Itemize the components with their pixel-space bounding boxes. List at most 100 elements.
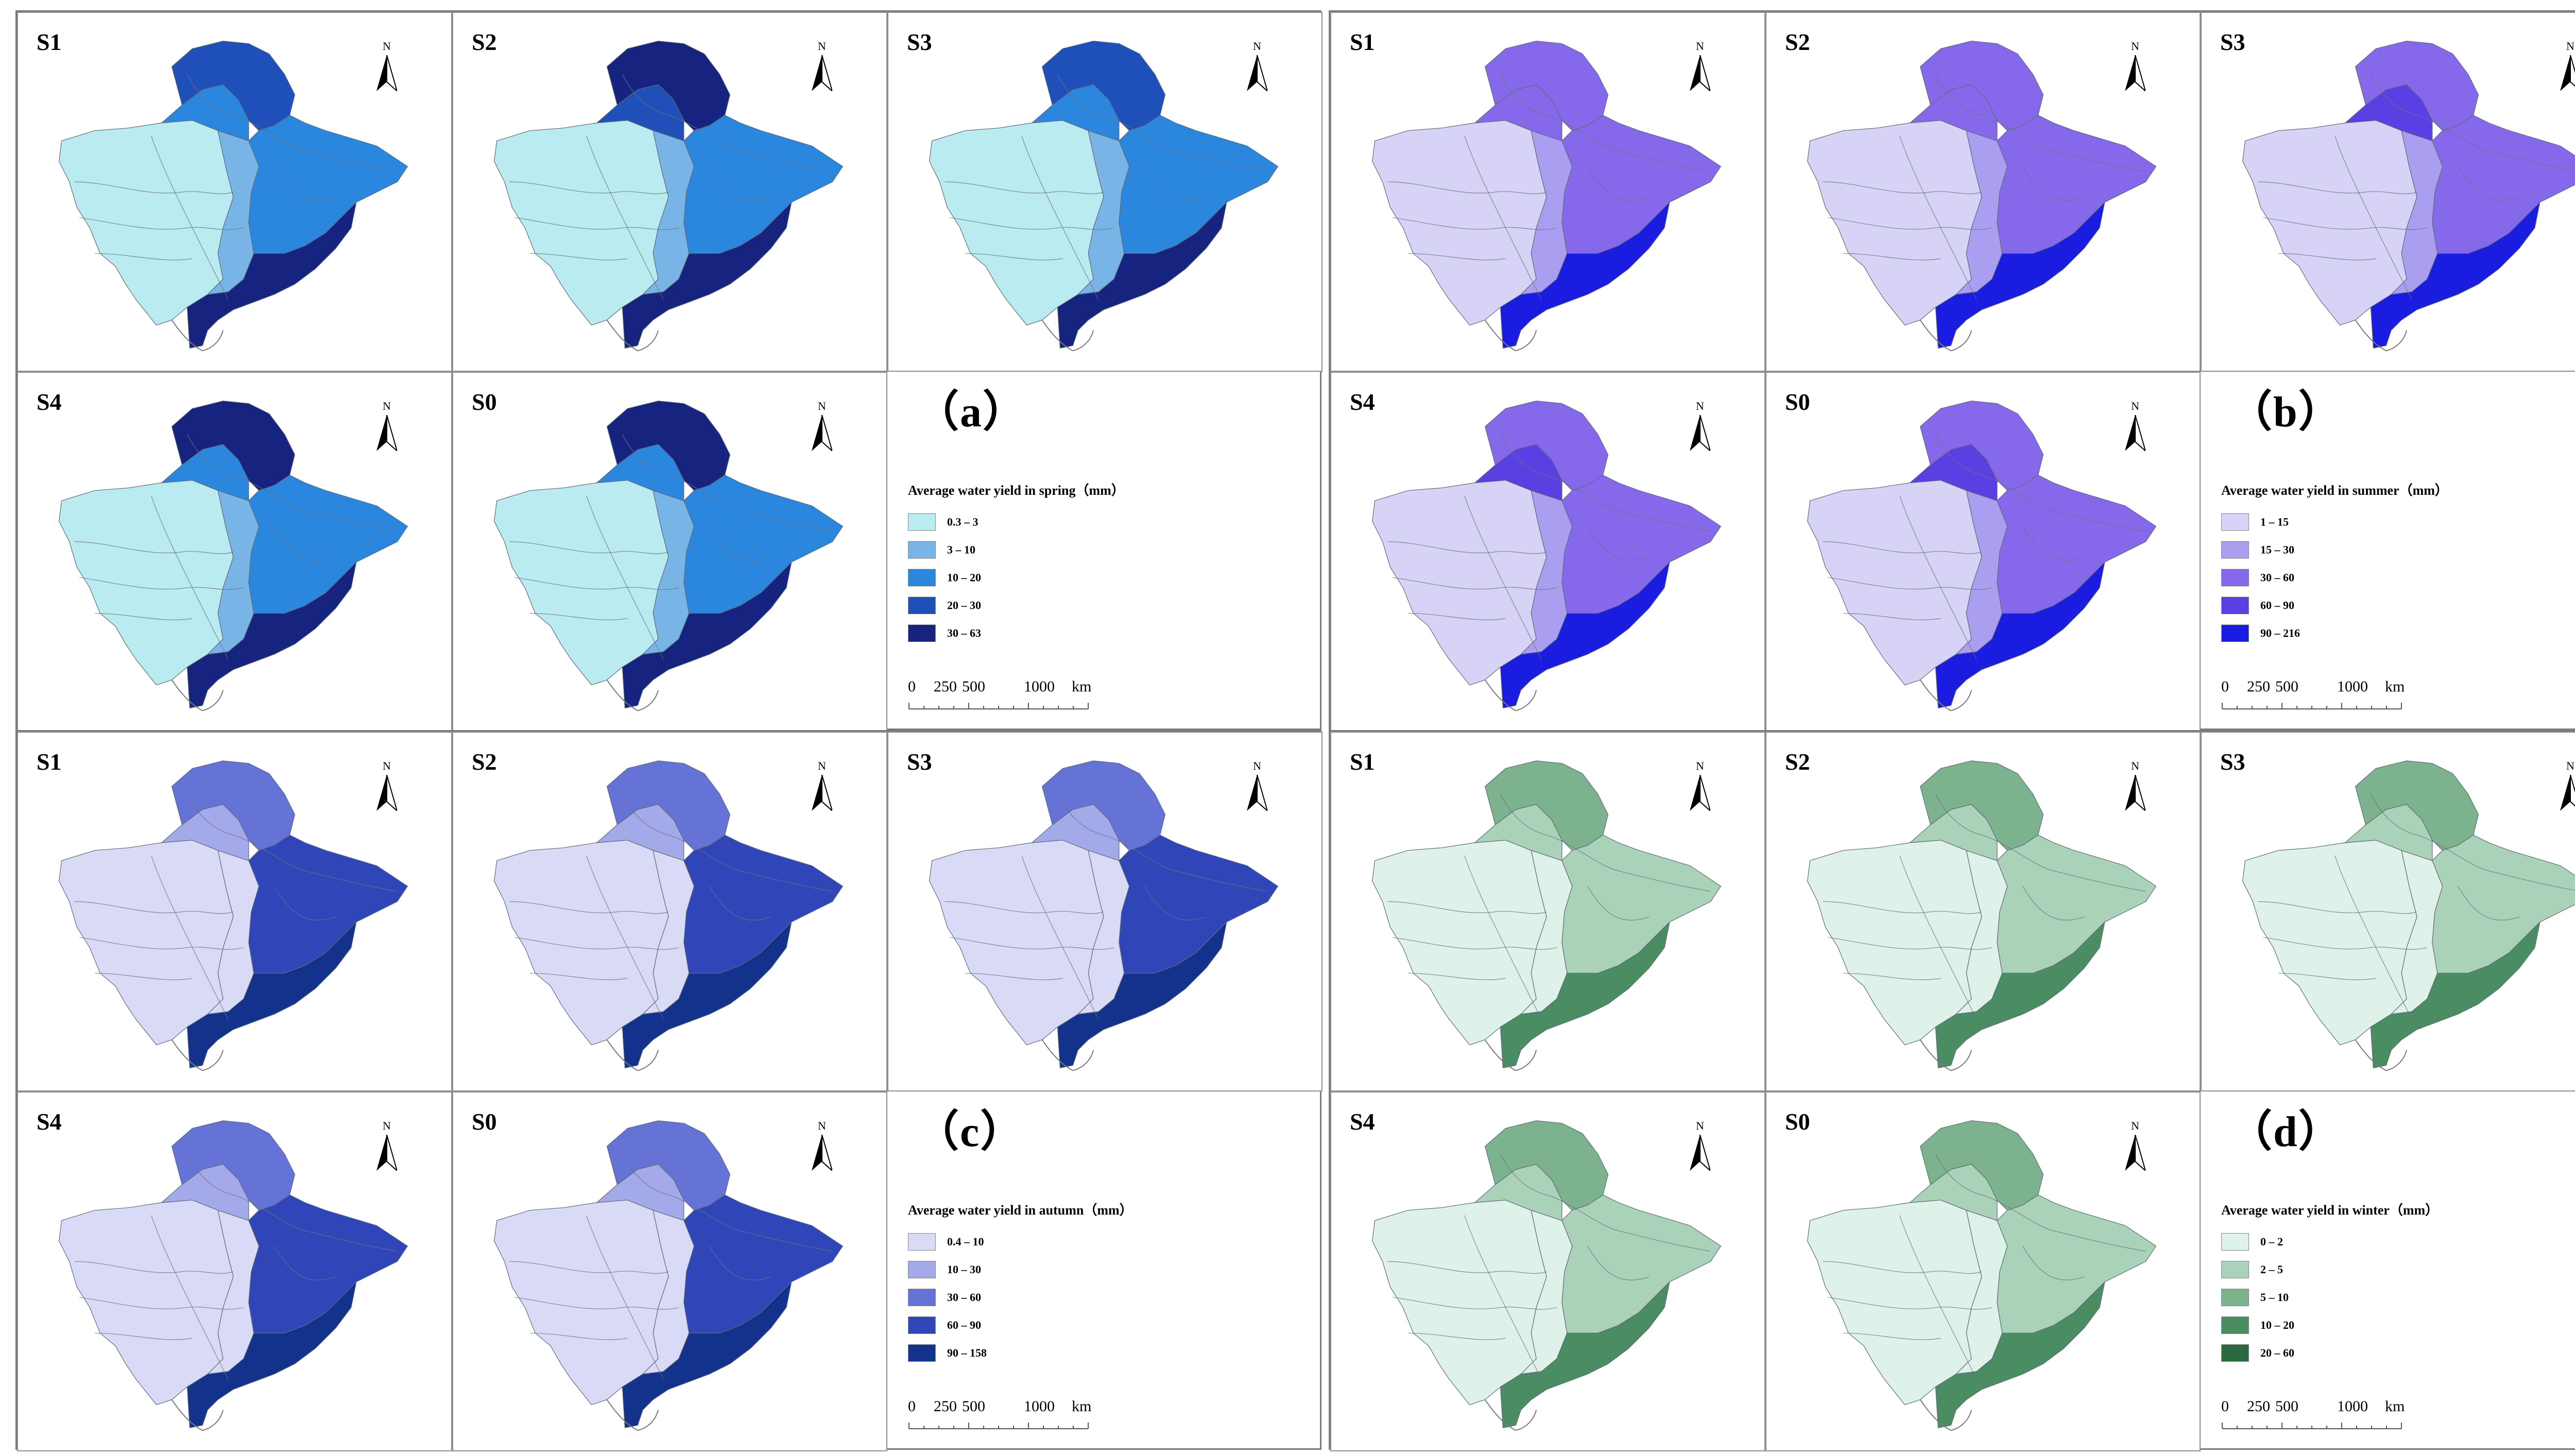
scenario-label: S1 bbox=[1350, 29, 1375, 55]
river-line bbox=[1843, 973, 1941, 980]
river-line bbox=[509, 541, 669, 554]
legend-swatch bbox=[908, 1316, 936, 1334]
legend-item: 30 – 63 bbox=[908, 619, 981, 647]
river-line bbox=[274, 1245, 336, 1280]
river-line bbox=[622, 794, 833, 892]
legend-item: 20 – 30 bbox=[908, 592, 981, 619]
coastline bbox=[1919, 680, 1972, 712]
river-line bbox=[1843, 613, 1941, 620]
river-line bbox=[274, 166, 336, 201]
legend-item: 30 – 60 bbox=[908, 1284, 987, 1311]
zone-southeast bbox=[186, 1281, 357, 1428]
scale-tick-label: 0 bbox=[2221, 678, 2229, 695]
north-arrow-icon: N bbox=[1242, 40, 1273, 96]
panel-a: S1 N S2 N S3 N S4 N S0 N （a） Average water yield in… bbox=[15, 10, 1323, 732]
river-line bbox=[1393, 577, 1557, 590]
river-line bbox=[2022, 166, 2085, 201]
river-line bbox=[1021, 855, 1099, 1020]
river-line bbox=[1021, 135, 1099, 300]
coastline bbox=[171, 1399, 224, 1431]
scale-tick-label: 250 bbox=[2247, 678, 2270, 695]
legend-b: （b） Average water yield in summer（mm） 1 – … bbox=[2201, 372, 2575, 729]
north-label: N bbox=[2566, 759, 2574, 772]
coastline bbox=[1484, 1399, 1537, 1431]
river-line bbox=[186, 74, 398, 172]
river-line bbox=[151, 1215, 229, 1380]
north-arrow-icon: N bbox=[806, 1119, 837, 1176]
legend-item: 10 – 20 bbox=[2221, 1311, 2294, 1339]
scale-unit: km bbox=[1072, 1398, 1092, 1415]
river-line bbox=[1393, 937, 1557, 950]
legend-range-label: 10 – 20 bbox=[947, 571, 981, 584]
river-line bbox=[950, 937, 1114, 950]
map-a-s3: S3 N bbox=[887, 12, 1323, 372]
coastline bbox=[1041, 320, 1094, 352]
legend-swatch bbox=[908, 1261, 936, 1278]
legend-swatch bbox=[908, 541, 936, 559]
north-label: N bbox=[383, 400, 391, 412]
north-arrow-icon: N bbox=[1242, 759, 1273, 816]
legend-item: 5 – 10 bbox=[2221, 1284, 2294, 1311]
river-line bbox=[2263, 217, 2428, 230]
map-c-s1: S1 N bbox=[17, 732, 452, 1091]
panel-d: S1 N S2 N S3 N S4 N S0 N （d） Average water yield in… bbox=[1329, 730, 2575, 1451]
river-line bbox=[1393, 217, 1557, 230]
legend-item: 2 – 5 bbox=[2221, 1256, 2294, 1284]
river-line bbox=[2022, 526, 2085, 561]
map-d-s1: S1 N bbox=[1330, 732, 1765, 1091]
river-line bbox=[1823, 541, 1982, 554]
legend-swatch bbox=[908, 1233, 936, 1251]
zone-southeast bbox=[186, 921, 357, 1068]
coastline bbox=[1919, 320, 1972, 352]
river-line bbox=[1587, 1245, 1650, 1280]
river-line bbox=[74, 541, 234, 554]
scenario-label: S1 bbox=[37, 29, 62, 55]
legend-items: 0 – 2 2 – 5 5 – 10 10 – 20 20 – 60 bbox=[2221, 1228, 2294, 1367]
region-map bbox=[59, 1120, 408, 1431]
zone-southeast bbox=[2370, 921, 2540, 1068]
map-c-s3: S3 N bbox=[887, 732, 1323, 1091]
region-map bbox=[929, 41, 1279, 352]
zone-southeast bbox=[1500, 201, 1670, 349]
map-d-s3: S3 N bbox=[2201, 732, 2575, 1091]
north-label: N bbox=[2566, 40, 2574, 53]
river-line bbox=[1935, 1154, 2146, 1252]
legend-item: 60 – 90 bbox=[2221, 592, 2300, 619]
river-line bbox=[1587, 886, 1650, 921]
scale-unit: km bbox=[1072, 678, 1092, 695]
scale-tick-label: 1000 bbox=[2337, 1398, 2368, 1415]
legend-swatch bbox=[2221, 597, 2249, 614]
legend-swatch bbox=[2221, 513, 2249, 531]
zone-southeast bbox=[186, 201, 357, 349]
river-line bbox=[1408, 613, 1506, 620]
river-line bbox=[1408, 1332, 1506, 1340]
river-line bbox=[274, 886, 336, 921]
river-line bbox=[1843, 1332, 1941, 1340]
legend-item: 90 – 158 bbox=[908, 1339, 987, 1367]
north-label: N bbox=[383, 1119, 391, 1132]
legend-swatch bbox=[2221, 1289, 2249, 1306]
legend-swatch bbox=[2221, 541, 2249, 559]
north-arrow-icon: N bbox=[371, 759, 402, 816]
coastline bbox=[1041, 1039, 1094, 1071]
north-label: N bbox=[818, 1119, 826, 1132]
panel-label: （d） bbox=[2229, 1108, 2343, 1156]
river-line bbox=[514, 937, 679, 950]
scenario-label: S2 bbox=[472, 749, 497, 775]
zone-southeast bbox=[1500, 1281, 1670, 1428]
river-line bbox=[2458, 886, 2520, 921]
map-a-s4: S4 N bbox=[17, 372, 452, 732]
legend-items: 1 – 15 15 – 30 30 – 60 60 – 90 90 – 216 bbox=[2221, 508, 2300, 647]
map-b-s4: S4 N bbox=[1330, 372, 1765, 732]
legend-range-label: 90 – 158 bbox=[947, 1346, 987, 1359]
legend-items: 0.3 – 3 3 – 10 10 – 20 20 – 30 30 – 63 bbox=[908, 508, 981, 647]
map-d-s2: S2 N bbox=[1765, 732, 2201, 1091]
river-line bbox=[509, 1261, 669, 1274]
north-arrow-icon: N bbox=[371, 400, 402, 456]
coastline bbox=[171, 680, 224, 712]
map-d-s4: S4 N bbox=[1330, 1091, 1765, 1451]
region-map bbox=[1372, 760, 1722, 1071]
river-line bbox=[2370, 794, 2575, 891]
river-line bbox=[79, 217, 244, 230]
north-label: N bbox=[1253, 759, 1261, 772]
